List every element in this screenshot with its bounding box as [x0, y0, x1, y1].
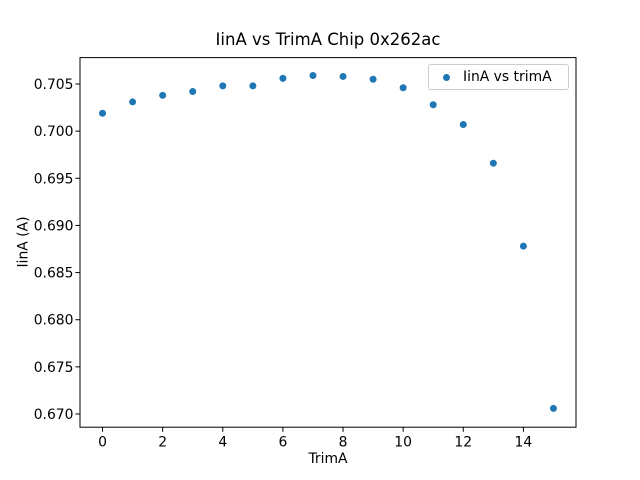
x-tick-label: 6 [278, 435, 287, 451]
data-point [99, 109, 107, 117]
x-tick-label: 10 [394, 435, 412, 451]
x-tick-label: 12 [454, 435, 472, 451]
data-point [489, 159, 497, 167]
legend-marker-icon [443, 73, 450, 81]
y-axis-label: IinA (A) [15, 216, 32, 268]
x-tick-label: 2 [158, 435, 167, 451]
data-point [279, 74, 287, 82]
y-tick-label: 0.685 [34, 266, 74, 282]
y-tick-label: 0.675 [34, 360, 74, 376]
data-point [219, 82, 227, 90]
data-point [159, 91, 167, 99]
data-point [519, 242, 527, 250]
x-tick-label: 0 [98, 435, 107, 451]
data-point [189, 88, 197, 96]
y-tick-label: 0.690 [34, 218, 74, 234]
data-point [399, 84, 407, 92]
data-point [429, 101, 437, 109]
y-tick-label: 0.670 [34, 407, 74, 423]
y-tick-label: 0.695 [34, 171, 74, 187]
data-point [369, 75, 377, 83]
x-axis-label: TrimA [308, 451, 348, 467]
legend-entry-label: IinA vs trimA [463, 69, 552, 85]
y-tick-label: 0.705 [34, 77, 74, 93]
data-point [249, 82, 257, 90]
y-tick-label: 0.700 [34, 124, 74, 140]
x-tick-label: 4 [218, 435, 227, 451]
y-tick-label: 0.680 [34, 313, 74, 329]
data-point [339, 72, 347, 80]
data-point [459, 121, 467, 129]
axes-spines [79, 57, 577, 428]
x-tick-label: 8 [339, 435, 348, 451]
chart-title: IinA vs TrimA Chip 0x262ac [215, 30, 441, 49]
legend: IinA vs trimA [428, 64, 569, 90]
x-tick-label: 14 [515, 435, 533, 451]
data-point [309, 72, 317, 80]
data-point [129, 98, 137, 106]
data-point [549, 404, 557, 412]
